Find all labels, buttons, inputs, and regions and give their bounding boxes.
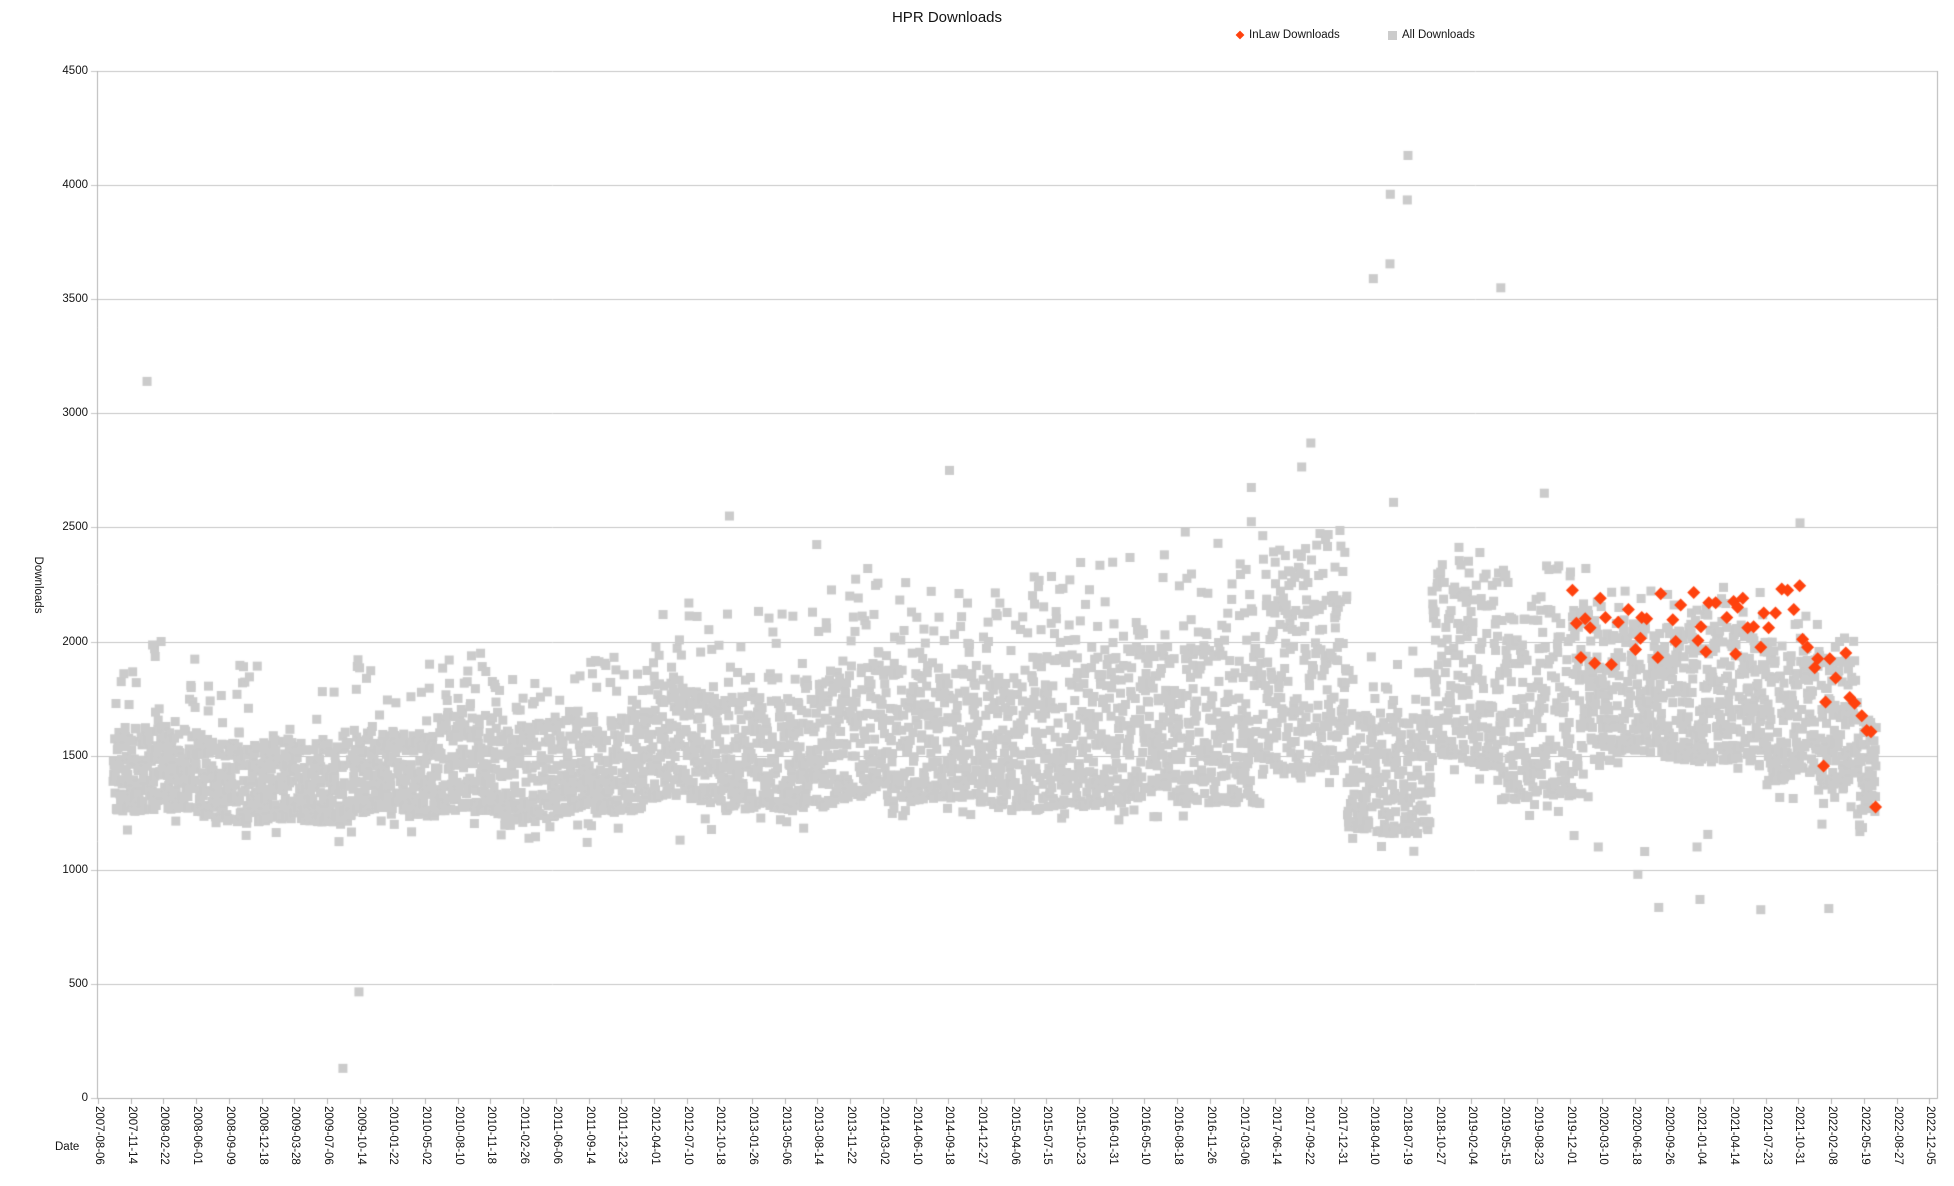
y-axis-title: Downloads: [32, 556, 44, 614]
diamond-marker-icon: [1235, 30, 1245, 40]
x-tick-label: 2010-11-18: [484, 1106, 497, 1164]
x-tick-label: 2011-09-14: [583, 1106, 596, 1164]
y-tick-label: 2000: [62, 635, 88, 648]
x-tick-label: 2013-11-22: [844, 1106, 857, 1164]
y-tick-label: 2500: [62, 521, 88, 534]
x-tick-label: 2016-08-18: [1171, 1106, 1184, 1165]
y-tick-label: 0: [81, 1092, 88, 1104]
chart-title: HPR Downloads: [891, 9, 1003, 26]
x-tick-label: 2022-12-05: [1923, 1106, 1936, 1165]
x-tick-label: 2007-11-14: [125, 1106, 138, 1164]
x-tick-label: 2017-12-31: [1335, 1106, 1348, 1165]
legend-item-all-downloads: All Downloads: [1388, 29, 1475, 41]
x-tick-label: 2021-04-14: [1727, 1106, 1740, 1165]
x-tick-label: 2015-04-06: [1008, 1106, 1021, 1165]
x-tick-label: 2020-06-18: [1629, 1106, 1642, 1165]
x-tick-label: 2008-12-18: [256, 1106, 269, 1165]
y-tick-label: 4000: [62, 179, 88, 192]
x-tick-label: 2008-09-09: [223, 1106, 236, 1165]
y-tick-label: 1000: [62, 863, 88, 876]
x-tick-label: 2009-10-14: [354, 1106, 367, 1165]
y-tick-label: 4500: [62, 65, 88, 77]
x-tick-label: 2017-03-06: [1237, 1106, 1250, 1165]
x-tick-label: 2010-05-02: [419, 1106, 432, 1165]
square-marker-icon: [1388, 30, 1397, 40]
legend-label-inlaw: InLaw Downloads: [1249, 29, 1340, 41]
x-tick-label: 2012-04-01: [648, 1106, 661, 1165]
x-tick-label: 2019-08-23: [1531, 1106, 1544, 1165]
x-tick-label: 2014-03-02: [877, 1106, 890, 1165]
y-tick-label: 3000: [62, 407, 88, 420]
x-tick-label: 2013-05-06: [779, 1106, 792, 1165]
x-tick-label: 2016-01-31: [1106, 1106, 1119, 1165]
x-tick-label: 2022-08-27: [1891, 1106, 1904, 1165]
x-tick-label: 2019-12-01: [1564, 1106, 1577, 1165]
x-tick-label: 2010-01-22: [386, 1106, 399, 1165]
x-tick-label: 2020-03-10: [1596, 1106, 1609, 1165]
x-tick-label: 2013-01-26: [746, 1106, 759, 1165]
x-tick-label: 2018-04-10: [1367, 1106, 1380, 1165]
legend-label-all: All Downloads: [1402, 29, 1475, 41]
legend-item-inlaw-downloads: InLaw Downloads: [1235, 29, 1340, 41]
x-tick-label: 2021-07-23: [1760, 1106, 1773, 1165]
x-tick-label: 2020-09-26: [1662, 1106, 1675, 1165]
y-tick-label: 1500: [62, 749, 88, 762]
x-tick-label: 2014-09-18: [942, 1106, 955, 1165]
x-tick-label: 2012-10-18: [713, 1106, 726, 1165]
x-tick-label: 2021-01-04: [1694, 1106, 1707, 1165]
y-tick-label: 500: [68, 977, 88, 990]
x-tick-label: 2011-06-06: [550, 1106, 563, 1164]
x-tick-label: 2015-07-15: [1040, 1106, 1053, 1165]
x-tick-label: 2019-02-04: [1465, 1106, 1478, 1165]
x-tick-label: 2011-02-26: [517, 1106, 530, 1164]
x-tick-label: 2009-07-06: [321, 1106, 334, 1165]
x-tick-label: 2022-02-08: [1825, 1106, 1838, 1165]
x-tick-label: 2018-07-19: [1400, 1106, 1413, 1165]
x-tick-label: 2016-11-26: [1204, 1106, 1217, 1164]
x-tick-label: 2011-12-23: [615, 1106, 628, 1164]
x-tick-label: 2009-03-28: [288, 1106, 301, 1165]
y-tick-label: 3500: [62, 293, 88, 306]
x-tick-label: 2008-06-01: [190, 1106, 203, 1165]
x-tick-label: 2012-07-10: [681, 1106, 694, 1165]
x-tick-label: 2007-08-06: [92, 1106, 105, 1165]
x-tick-label: 2019-05-15: [1498, 1106, 1511, 1165]
x-tick-label: 2016-05-10: [1138, 1106, 1151, 1165]
x-tick-label: 2017-06-14: [1269, 1106, 1282, 1165]
x-tick-label: 2018-10-27: [1433, 1106, 1446, 1165]
x-tick-label: 2015-10-23: [1073, 1106, 1086, 1165]
x-axis-title: Date: [55, 1141, 80, 1153]
x-tick-label: 2010-08-10: [452, 1106, 465, 1165]
x-tick-label: 2014-12-27: [975, 1106, 988, 1165]
x-tick-label: 2008-02-22: [157, 1106, 170, 1165]
x-tick-label: 2022-05-19: [1858, 1106, 1871, 1165]
x-tick-label: 2014-06-10: [910, 1106, 923, 1165]
x-tick-label: 2017-09-22: [1302, 1106, 1315, 1165]
x-tick-label: 2021-10-31: [1792, 1106, 1805, 1165]
x-tick-label: 2013-08-14: [811, 1106, 824, 1165]
